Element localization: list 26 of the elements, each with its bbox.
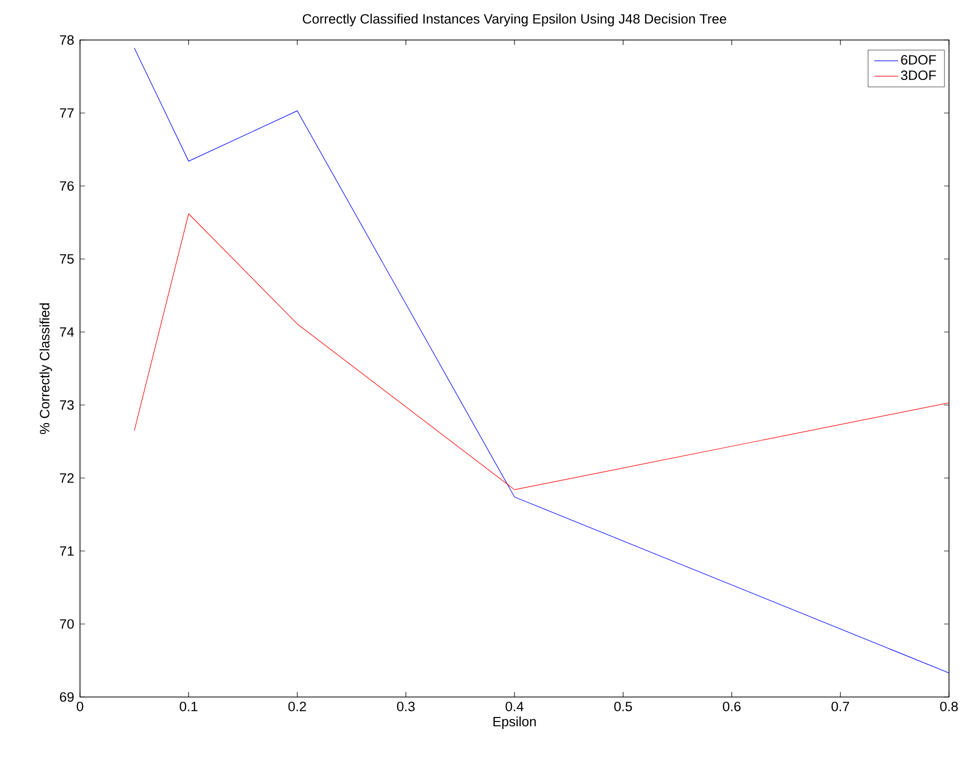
chart-title: Correctly Classified Instances Varying Epsilon Using J48 Decision Tree bbox=[302, 14, 726, 26]
legend-label: 3DOF bbox=[900, 70, 936, 80]
y-tick-label: 78 bbox=[60, 35, 74, 45]
x-tick-label: 0.2 bbox=[288, 702, 306, 712]
x-tick-label: 0.3 bbox=[397, 702, 415, 712]
y-tick-label: 72 bbox=[60, 473, 74, 483]
y-tick-label: 76 bbox=[60, 181, 74, 191]
y-tick-label: 71 bbox=[60, 546, 74, 556]
x-tick-label: 0.5 bbox=[614, 702, 632, 712]
y-tick-label: 74 bbox=[60, 327, 74, 337]
line-series bbox=[134, 213, 950, 490]
x-tick-label: 0.7 bbox=[832, 702, 850, 712]
x-tick-label: 0.8 bbox=[940, 702, 958, 712]
y-tick-label: 70 bbox=[60, 619, 74, 629]
x-tick-label: 0 bbox=[76, 702, 84, 712]
line-series bbox=[134, 48, 950, 674]
y-tick-label: 77 bbox=[60, 108, 74, 118]
y-axis-title: % Correctly Classified bbox=[40, 303, 52, 434]
legend-label: 6DOF bbox=[901, 55, 936, 65]
x-tick-label: 0.6 bbox=[722, 702, 741, 712]
x-tick-label: 0.1 bbox=[180, 702, 198, 712]
x-tick-label: 0.4 bbox=[506, 702, 524, 712]
x-axis-title: Epsilon bbox=[493, 716, 536, 730]
y-tick-label: 75 bbox=[60, 254, 74, 264]
y-tick-label: 73 bbox=[60, 400, 74, 410]
y-tick-label: 69 bbox=[60, 692, 74, 702]
